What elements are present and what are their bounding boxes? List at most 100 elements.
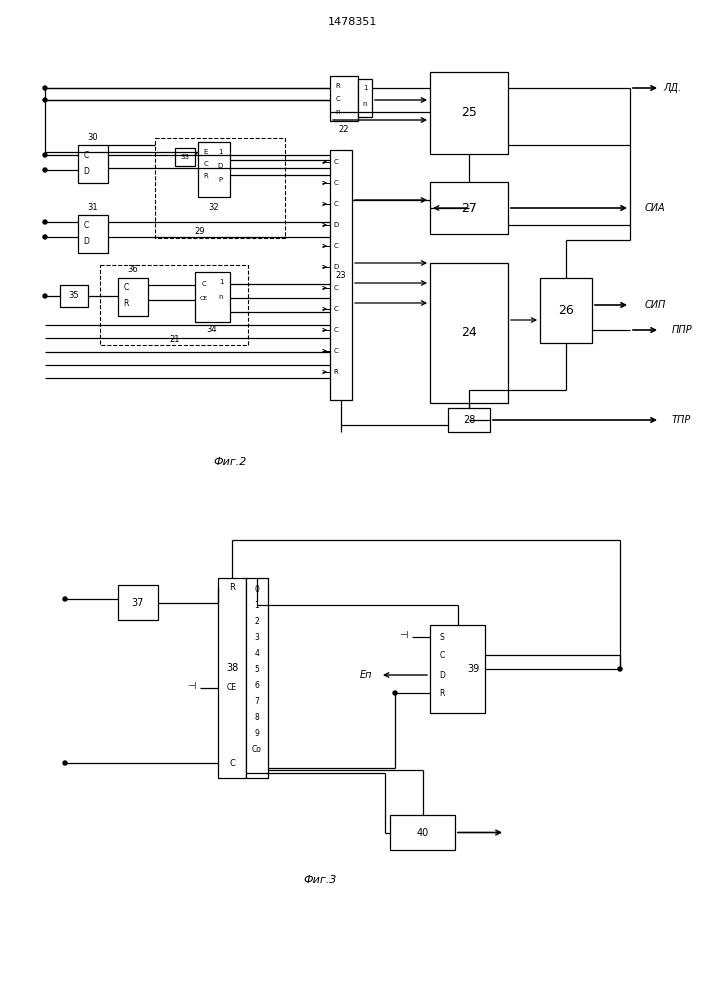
Circle shape <box>63 761 67 765</box>
Text: R: R <box>439 688 445 698</box>
Text: C: C <box>204 161 209 167</box>
Text: 7: 7 <box>255 698 259 706</box>
Bar <box>118 278 148 316</box>
Text: 1: 1 <box>218 149 222 155</box>
Bar <box>100 265 248 345</box>
Text: 21: 21 <box>170 336 180 344</box>
Text: 23: 23 <box>336 270 346 279</box>
Text: Co: Co <box>252 746 262 754</box>
Bar <box>218 578 246 778</box>
Text: Фиг.3: Фиг.3 <box>303 875 337 885</box>
Bar <box>540 278 592 343</box>
Bar <box>430 72 508 154</box>
Text: C: C <box>334 285 339 291</box>
Text: R: R <box>123 300 129 308</box>
Circle shape <box>618 667 622 671</box>
Text: СИП: СИП <box>645 300 667 310</box>
Circle shape <box>43 168 47 172</box>
Text: n: n <box>336 109 340 115</box>
Circle shape <box>43 98 47 102</box>
Text: 9: 9 <box>255 730 259 738</box>
Text: СИА: СИА <box>645 203 665 213</box>
Text: C: C <box>334 327 339 333</box>
Text: 30: 30 <box>88 132 98 141</box>
Text: D: D <box>83 166 89 176</box>
Bar <box>78 215 108 253</box>
Text: 8: 8 <box>255 714 259 722</box>
Text: 3: 3 <box>255 634 259 643</box>
Text: R: R <box>204 173 209 179</box>
Text: C: C <box>334 201 339 207</box>
Text: R: R <box>229 584 235 592</box>
Text: C: C <box>334 348 339 354</box>
Circle shape <box>43 86 47 90</box>
Text: 4: 4 <box>255 650 259 658</box>
Bar <box>430 625 485 713</box>
Text: ЛД.: ЛД. <box>663 83 681 93</box>
Bar <box>246 578 268 778</box>
Text: ППР: ППР <box>672 325 693 335</box>
Text: C: C <box>83 221 88 230</box>
Bar <box>195 272 230 322</box>
Text: C: C <box>334 180 339 186</box>
Text: R: R <box>336 83 340 89</box>
Text: 1: 1 <box>255 601 259 610</box>
Circle shape <box>43 220 47 224</box>
Text: D: D <box>439 670 445 680</box>
Text: CE: CE <box>227 684 237 692</box>
Text: C: C <box>229 758 235 768</box>
Bar <box>155 138 285 238</box>
Circle shape <box>43 153 47 157</box>
Text: 1: 1 <box>218 279 223 285</box>
Text: E: E <box>204 149 208 155</box>
Text: 37: 37 <box>132 597 144 607</box>
Text: 29: 29 <box>194 228 205 236</box>
Text: R: R <box>334 369 339 375</box>
Bar <box>60 285 88 307</box>
Circle shape <box>63 597 67 601</box>
Text: n: n <box>218 294 223 300</box>
Text: CE: CE <box>200 296 208 300</box>
Text: 2: 2 <box>255 617 259 626</box>
Text: D: D <box>217 163 223 169</box>
Bar <box>448 408 490 432</box>
Text: 33: 33 <box>180 154 189 160</box>
Text: 24: 24 <box>461 326 477 340</box>
Text: 31: 31 <box>88 202 98 212</box>
Text: 34: 34 <box>206 326 217 334</box>
Text: 1: 1 <box>363 85 367 91</box>
Circle shape <box>43 294 47 298</box>
Bar <box>390 815 455 850</box>
Text: C: C <box>334 306 339 312</box>
Text: Eп: Eп <box>359 670 372 680</box>
Bar <box>198 142 230 197</box>
Text: D: D <box>334 222 339 228</box>
Text: 6: 6 <box>255 682 259 690</box>
Text: C: C <box>334 159 339 165</box>
Text: 5: 5 <box>255 666 259 674</box>
Text: 26: 26 <box>558 304 574 317</box>
Text: P: P <box>218 177 222 183</box>
Text: 22: 22 <box>339 124 349 133</box>
Text: D: D <box>334 264 339 270</box>
Text: n: n <box>363 101 367 107</box>
Bar <box>330 76 358 121</box>
Text: 35: 35 <box>69 292 79 300</box>
Bar <box>330 150 352 400</box>
Text: D: D <box>83 236 89 245</box>
Text: C: C <box>201 281 206 287</box>
Text: 32: 32 <box>209 202 219 212</box>
Bar <box>175 148 195 166</box>
Bar <box>358 79 372 117</box>
Bar <box>430 263 508 403</box>
Bar <box>118 585 158 620</box>
Text: 27: 27 <box>461 202 477 215</box>
Circle shape <box>393 691 397 695</box>
Text: C: C <box>336 96 340 102</box>
Text: 38: 38 <box>226 663 238 673</box>
Text: S: S <box>440 633 445 642</box>
Text: 0: 0 <box>255 585 259 594</box>
Text: 39: 39 <box>467 664 479 674</box>
Text: C: C <box>334 243 339 249</box>
Text: C: C <box>124 284 129 292</box>
